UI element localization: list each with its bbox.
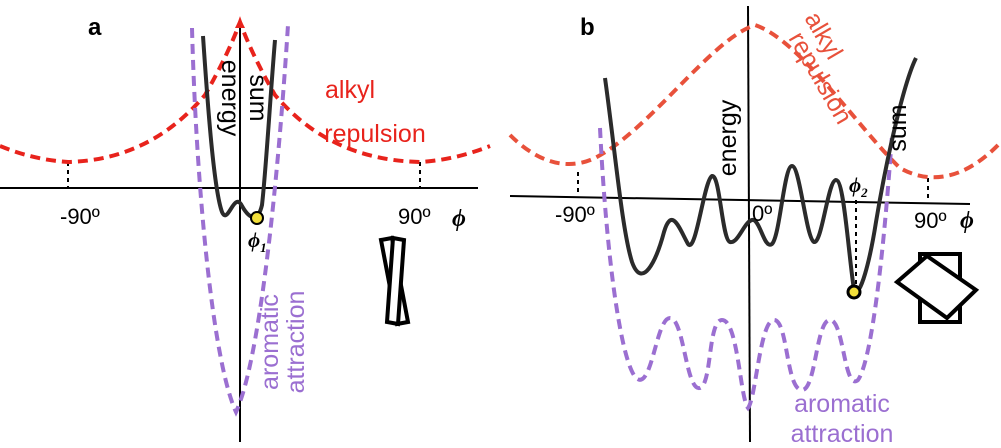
panel-a-aromatic-label-2: attraction	[282, 291, 310, 394]
panel-a-alkyl-label-1: alkyl	[325, 76, 375, 104]
panel-b-aromatic-label-2: attraction	[791, 420, 894, 448]
panel-a-alkyl-label-2: repulsion	[324, 120, 425, 148]
panel-a-alkyl-peak-icon	[235, 18, 245, 28]
panel-a-aromatic-label-1: aromatic	[256, 294, 284, 390]
panel-b-tick-neg-label: -90º	[555, 202, 595, 227]
panel-b-sum-curve	[603, 57, 918, 294]
panel-b-molecule-icon	[893, 252, 980, 324]
panel-b-minimum-label: ϕ2	[849, 173, 868, 200]
panel-a-sum-curve	[201, 35, 277, 220]
panel-a-axis-symbol: ϕ	[452, 206, 466, 232]
panel-a-minimum-label: ϕ1	[248, 228, 267, 255]
panel-a-tick-pos-label: 90º	[398, 204, 431, 229]
panel-a-letter: a	[88, 14, 102, 41]
panel-b-sum-label: sum	[884, 104, 912, 151]
panel-b-minimum-marker	[846, 284, 862, 300]
panel-a: a -90º 90º ϕ ϕ1 energy sum alkyl repulsi…	[0, 14, 491, 442]
panel-a-aromatic-curve	[190, 24, 290, 417]
panel-b-energy-label: energy	[714, 99, 742, 176]
panel-b-alkyl-curve	[508, 22, 1001, 180]
panel-a-tick-neg-label: -90º	[60, 204, 100, 229]
panel-b-tick-pos-label: 90º	[914, 208, 947, 233]
panel-b: b -90º 0º 90º ϕ ϕ2 energy sum alkyl repu…	[508, 5, 1001, 448]
panel-b-phi-axis	[509, 195, 971, 205]
panel-a-sum-label: sum	[244, 74, 272, 121]
panel-b-tick-zero-label: 0º	[752, 201, 772, 226]
panel-a-minimum-marker	[250, 211, 264, 225]
panel-b-letter: b	[580, 14, 595, 41]
panel-a-energy-label: energy	[216, 60, 244, 137]
panel-b-axis-symbol: ϕ	[960, 208, 974, 234]
panel-b-aromatic-curve	[598, 127, 894, 412]
panel-a-molecule-icon	[378, 235, 411, 327]
panel-b-aromatic-label-1: aromatic	[794, 390, 890, 418]
